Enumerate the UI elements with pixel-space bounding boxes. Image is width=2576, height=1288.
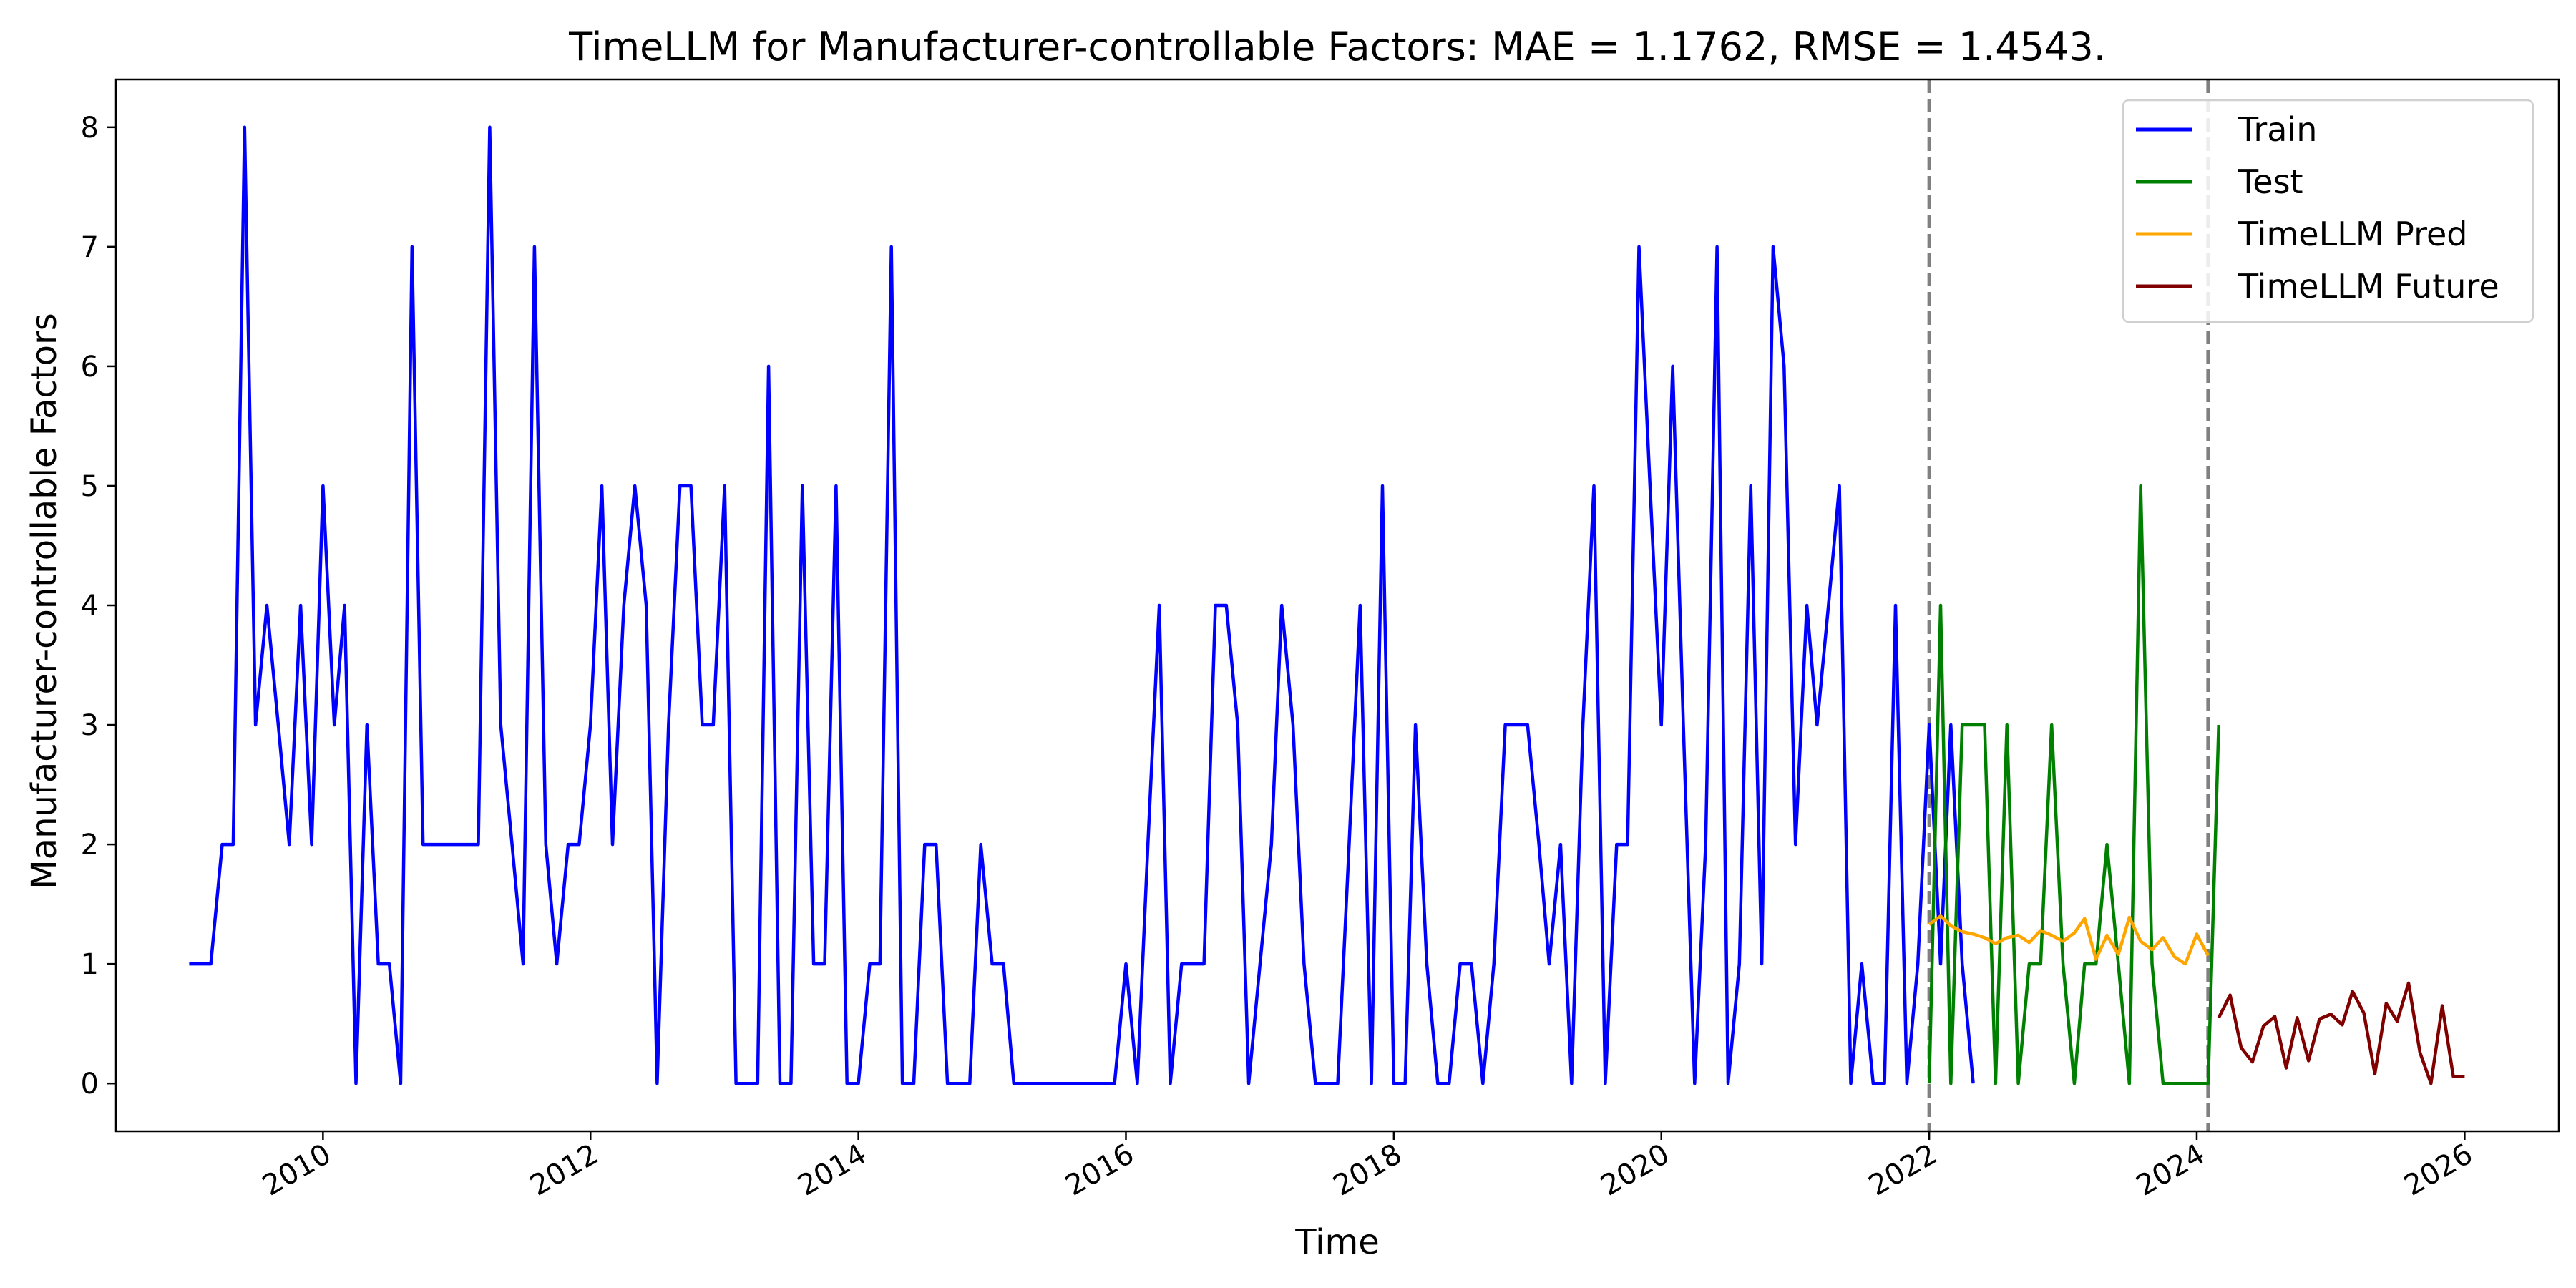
y-tick-label: 1 [81, 948, 99, 981]
y-tick-label: 3 [81, 709, 99, 742]
series-line-train [189, 125, 1975, 1085]
legend-label-timellm-pred: TimeLLM Pred [2238, 215, 2467, 253]
y-tick-label: 6 [81, 351, 99, 384]
y-tick-label: 5 [81, 470, 99, 503]
chart-title: TimeLLM for Manufacturer-controllable Fa… [568, 24, 2106, 69]
legend: Train Test TimeLLM Pred TimeLLM Future [2122, 99, 2534, 323]
y-tick-label: 8 [81, 112, 99, 145]
x-axis-label: Time [1294, 1222, 1379, 1262]
legend-label-timellm-future: TimeLLM Future [2238, 267, 2499, 306]
y-axis-label: Manufacturer-controllable Factors [24, 313, 64, 889]
y-tick-label: 4 [81, 590, 99, 623]
series-line-test [1927, 484, 2220, 1085]
series-line-timellm-future [2217, 981, 2465, 1085]
plot-area-frame [114, 78, 2560, 1133]
legend-label-test: Test [2238, 162, 2303, 201]
y-tick-label: 0 [81, 1068, 99, 1101]
y-tick-label: 7 [81, 231, 99, 264]
y-tick-label: 2 [81, 829, 99, 862]
legend-label-train: Train [2238, 110, 2317, 149]
legend-box [2122, 99, 2534, 323]
series-line-timellm-pred [1928, 914, 2210, 966]
